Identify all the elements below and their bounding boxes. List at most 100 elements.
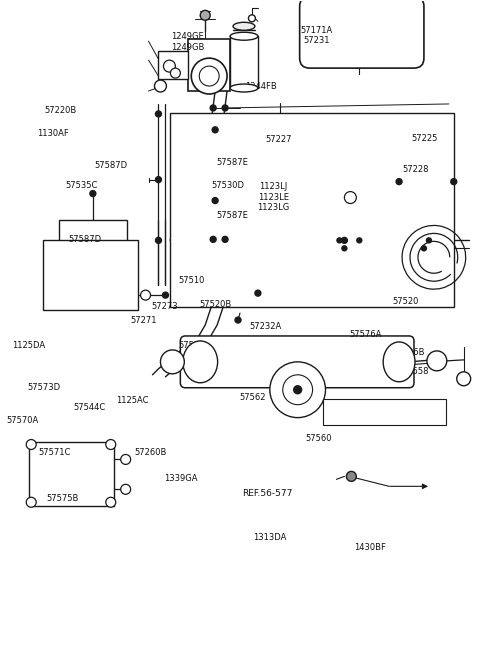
Circle shape: [222, 105, 228, 111]
Text: 57570A: 57570A: [6, 416, 38, 424]
Text: 57271: 57271: [130, 316, 157, 326]
Circle shape: [212, 198, 218, 204]
Circle shape: [26, 497, 36, 507]
Circle shape: [396, 179, 402, 185]
Circle shape: [457, 372, 471, 386]
Text: 57520: 57520: [393, 297, 419, 306]
Circle shape: [170, 68, 180, 78]
Ellipse shape: [230, 32, 258, 40]
Text: 57561A: 57561A: [413, 411, 445, 420]
Text: 57575B: 57575B: [47, 494, 79, 503]
Text: 57587D: 57587D: [95, 161, 128, 170]
Circle shape: [222, 236, 228, 242]
Circle shape: [156, 111, 161, 117]
Text: 57273: 57273: [152, 302, 179, 311]
Bar: [43, 240, 138, 310]
Ellipse shape: [233, 22, 255, 30]
Text: 57576A: 57576A: [276, 379, 308, 388]
Circle shape: [164, 60, 175, 72]
Circle shape: [341, 237, 348, 244]
Text: 57536B: 57536B: [393, 348, 425, 357]
Circle shape: [200, 10, 210, 20]
Circle shape: [212, 127, 218, 133]
Text: 57225: 57225: [412, 134, 438, 143]
Circle shape: [120, 484, 131, 495]
Text: 57171A
57231: 57171A 57231: [300, 26, 333, 45]
Text: 57562: 57562: [239, 394, 265, 402]
Text: 1130AF: 1130AF: [37, 128, 69, 138]
Bar: [170, 113, 454, 307]
Circle shape: [210, 105, 216, 111]
Circle shape: [106, 440, 116, 449]
Text: REF.56-577: REF.56-577: [242, 489, 293, 498]
Text: 57587E: 57587E: [216, 211, 248, 220]
Text: 1339GA: 1339GA: [164, 474, 197, 483]
Text: 57558: 57558: [402, 367, 429, 377]
Circle shape: [192, 58, 227, 94]
Ellipse shape: [230, 84, 258, 92]
Text: 57576A: 57576A: [350, 329, 382, 339]
Text: 57227: 57227: [265, 135, 291, 144]
Text: 57510: 57510: [178, 276, 204, 285]
Text: 1430BF: 1430BF: [355, 544, 386, 552]
FancyBboxPatch shape: [180, 336, 414, 388]
Circle shape: [337, 238, 342, 243]
Circle shape: [342, 246, 347, 251]
Text: 1244FB: 1244FB: [245, 82, 276, 90]
Text: 57571C: 57571C: [38, 448, 71, 457]
Text: 57544C: 57544C: [73, 403, 105, 411]
Circle shape: [294, 386, 301, 394]
Bar: [29, 441, 114, 506]
Circle shape: [451, 179, 457, 185]
Text: 57232A: 57232A: [250, 322, 282, 331]
Text: 57535C: 57535C: [66, 181, 98, 190]
Circle shape: [160, 350, 184, 374]
Bar: [230, 36, 258, 88]
Bar: [188, 39, 230, 91]
Text: 1125AC: 1125AC: [116, 396, 148, 405]
FancyBboxPatch shape: [300, 0, 424, 68]
Circle shape: [156, 237, 161, 244]
Text: 57587D: 57587D: [68, 235, 101, 244]
Bar: [59, 221, 127, 265]
Circle shape: [155, 80, 167, 92]
Circle shape: [106, 497, 116, 507]
Text: 57228: 57228: [402, 165, 429, 174]
Text: 57573D: 57573D: [28, 383, 61, 392]
Text: 57587E: 57587E: [216, 158, 248, 167]
Circle shape: [235, 317, 241, 323]
Text: 57530D: 57530D: [211, 181, 244, 190]
Circle shape: [120, 455, 131, 464]
Circle shape: [426, 238, 432, 243]
Text: 57220B: 57220B: [44, 107, 77, 115]
Bar: [158, 51, 188, 79]
Text: 57560: 57560: [306, 434, 332, 443]
Circle shape: [141, 290, 151, 300]
Circle shape: [210, 236, 216, 242]
Circle shape: [283, 375, 312, 405]
Circle shape: [347, 472, 356, 481]
Text: 57520B: 57520B: [199, 300, 232, 309]
Ellipse shape: [383, 342, 415, 382]
Text: 57260B: 57260B: [134, 448, 167, 457]
Circle shape: [90, 191, 96, 196]
FancyBboxPatch shape: [323, 399, 446, 424]
Circle shape: [421, 246, 426, 251]
Circle shape: [255, 290, 261, 296]
Circle shape: [427, 351, 447, 371]
Circle shape: [199, 66, 219, 86]
Circle shape: [26, 440, 36, 449]
Circle shape: [357, 238, 362, 243]
Text: 1313DA: 1313DA: [253, 533, 287, 542]
Circle shape: [156, 177, 161, 183]
Circle shape: [162, 292, 168, 298]
Text: 57520: 57520: [178, 341, 204, 350]
Ellipse shape: [183, 341, 217, 383]
Text: 1249GE
1249GB: 1249GE 1249GB: [171, 32, 204, 52]
Circle shape: [344, 191, 356, 204]
Circle shape: [270, 362, 325, 418]
Text: 57558: 57558: [362, 400, 388, 409]
Text: 1125DA: 1125DA: [12, 341, 45, 350]
Circle shape: [249, 15, 255, 22]
Text: 1123LJ
1123LE
1123LG: 1123LJ 1123LE 1123LG: [257, 182, 289, 212]
